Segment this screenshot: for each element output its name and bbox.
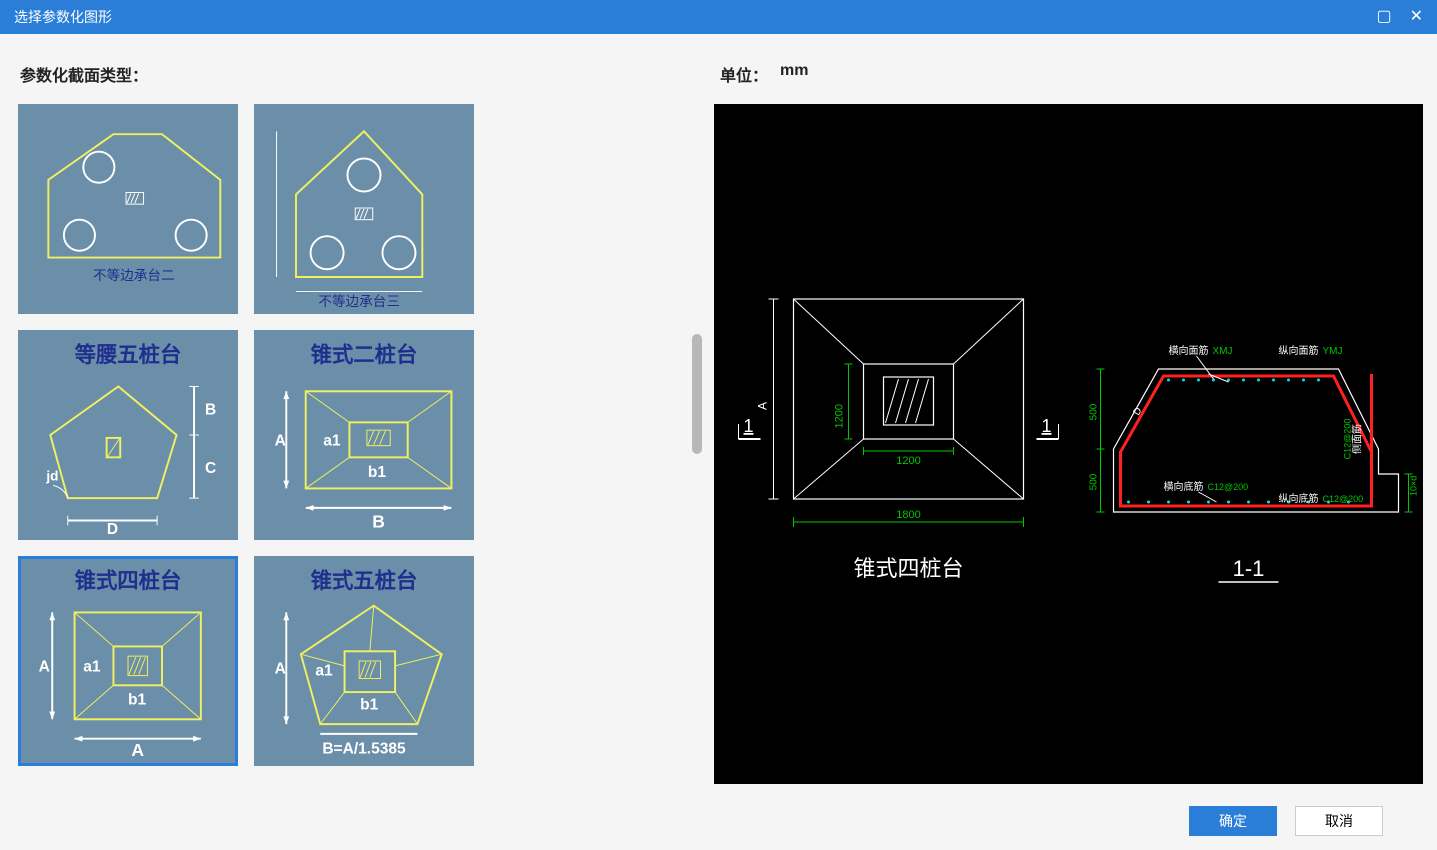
thumb-cone-2[interactable]: 锥式二桩台 [254,330,474,540]
thumb3-title: 等腰五桩台 [75,342,182,367]
svg-text:A: A [131,740,144,760]
preview-main-caption: 锥式四桩台 [853,556,963,581]
svg-text:a1: a1 [323,433,341,450]
thumb1-caption: 不等边承台二 [93,267,175,283]
unit-label: 单位： mm [720,62,808,86]
preview-pane: 1200 1200 A 1800 [714,104,1423,784]
svg-text:A: A [756,402,770,410]
content-row: 不等边承台二 [14,104,1423,792]
svg-text:C12@200: C12@200 [1323,494,1364,504]
svg-text:纵向面筋: 纵向面筋 [1279,344,1319,357]
svg-text:C12@200: C12@200 [1343,419,1353,460]
svg-text:B: B [372,511,385,531]
svg-text:a1: a1 [315,663,333,680]
thumb-pentagon-5[interactable]: 等腰五桩台 B C jd [18,330,238,540]
svg-text:纵向底筋: 纵向底筋 [1279,492,1319,505]
section-type-label: 参数化截面类型： [20,62,720,86]
gallery-wrap: 不等边承台二 [14,104,704,784]
svg-text:横向底筋: 横向底筋 [1164,480,1204,493]
thumb6-title: 锥式五桩台 [311,568,418,593]
svg-text:XMJ: XMJ [1213,346,1233,357]
svg-text:B=A/1.5385: B=A/1.5385 [322,740,406,757]
titlebar-buttons: ▢ ✕ [1376,9,1423,25]
svg-text:jd: jd [45,469,58,484]
svg-text:D: D [107,521,118,537]
svg-text:A: A [275,661,286,678]
svg-text:C12@200: C12@200 [1208,482,1249,492]
gallery: 不等边承台二 [14,104,704,766]
unit-value: mm [780,62,808,86]
svg-text:b1: b1 [128,692,146,709]
footer: 确定 取消 [14,792,1423,850]
cancel-button[interactable]: 取消 [1295,806,1383,836]
ok-button[interactable]: 确定 [1189,806,1277,836]
thumb5-title: 锥式四桩台 [75,568,182,593]
thumb4-title: 锥式二桩台 [311,342,418,367]
-cone-5[interactable]: 锥式五桩台 [254,556,474,766]
thumb-cone-4[interactable]: 锥式四桩台 [18,556,238,766]
svg-text:1200: 1200 [896,455,920,467]
svg-text:500: 500 [1089,403,1100,420]
svg-text:YMJ: YMJ [1323,346,1343,357]
maximize-icon[interactable]: ▢ [1376,9,1391,25]
svg-text:a1: a1 [83,659,101,676]
svg-text:B: B [205,402,216,419]
svg-text:1: 1 [1042,416,1052,436]
svg-text:C: C [205,460,216,477]
thumb-irregular-2[interactable]: 不等边承台二 [18,104,238,314]
svg-text:横向面筋: 横向面筋 [1169,344,1209,357]
svg-text:b1: b1 [360,697,378,714]
titlebar: 选择参数化图形 ▢ ✕ [0,0,1437,34]
svg-text:1200: 1200 [834,404,846,428]
dialog-window: 选择参数化图形 ▢ ✕ 参数化截面类型： 单位： mm [0,0,1437,850]
gallery-scrollbar[interactable] [692,104,702,784]
scroll-thumb[interactable] [692,334,702,454]
svg-text:10×d: 10×d [1409,476,1419,496]
thumb-irregular-3[interactable]: 不等边承台三 [254,104,474,314]
svg-text:A: A [39,659,50,676]
svg-text:500: 500 [1089,473,1100,490]
thumb2-caption: 不等边承台三 [318,293,400,309]
svg-text:1: 1 [744,416,754,436]
svg-text:1800: 1800 [896,509,920,521]
unit-key: 单位： [720,62,780,86]
preview-section-label: 1-1 [1233,556,1265,581]
labels-row: 参数化截面类型： 单位： mm [14,62,1423,86]
dialog-body: 参数化截面类型： 单位： mm [0,34,1437,850]
close-icon[interactable]: ✕ [1410,9,1423,25]
svg-text:A: A [275,433,286,450]
svg-text:b1: b1 [368,464,386,481]
window-title: 选择参数化图形 [14,7,112,27]
